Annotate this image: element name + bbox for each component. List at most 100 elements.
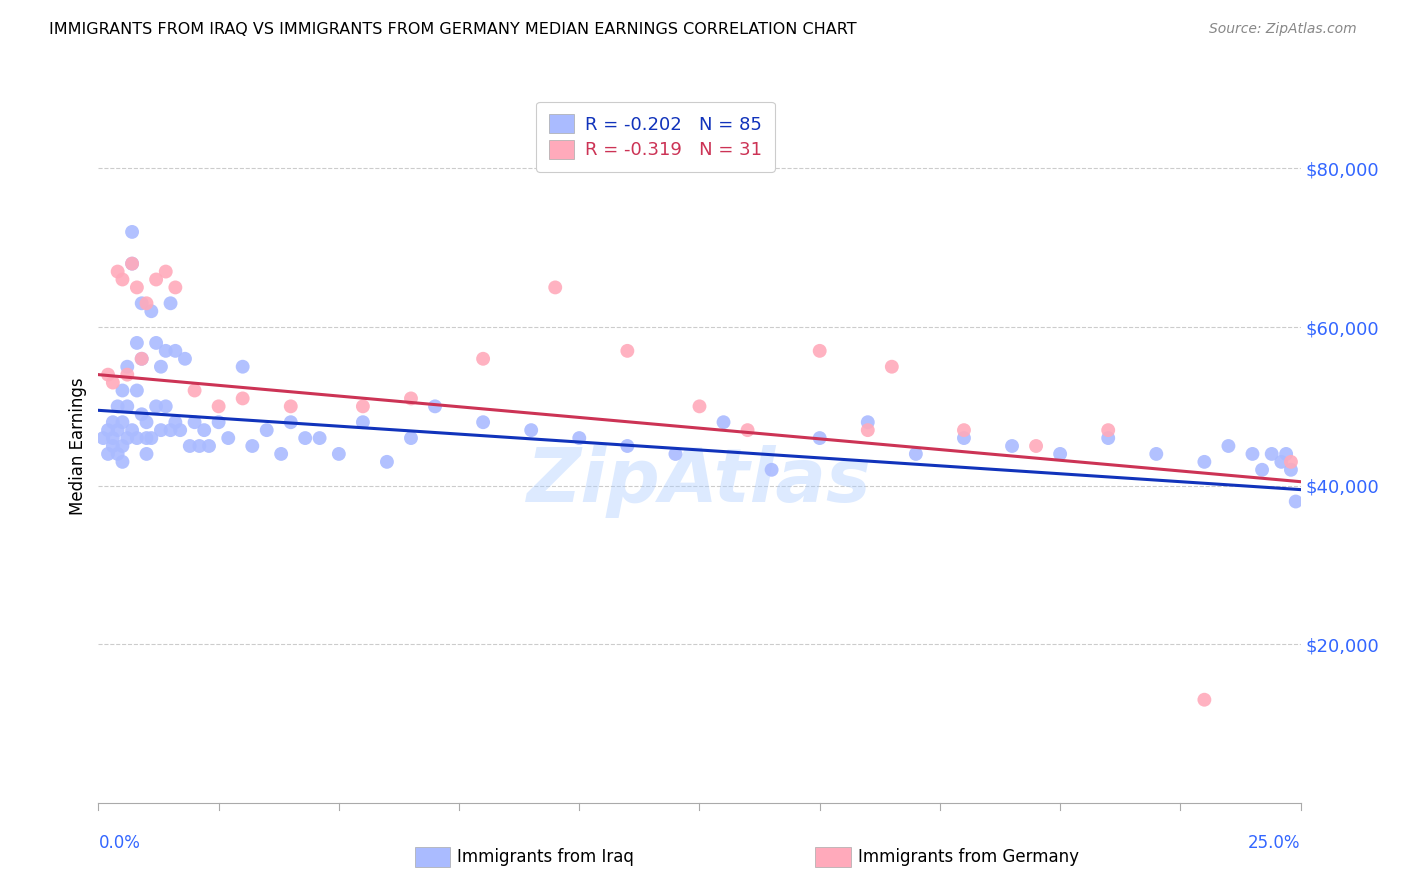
Point <box>904 447 927 461</box>
Point <box>125 280 148 294</box>
Point <box>111 384 134 398</box>
Point <box>328 447 350 461</box>
Point <box>808 343 831 358</box>
Point <box>664 447 686 461</box>
Point <box>125 335 148 350</box>
Point <box>165 343 187 358</box>
Point <box>568 431 591 445</box>
Point <box>423 400 446 414</box>
Point <box>1194 692 1216 706</box>
Point <box>1279 455 1302 469</box>
Point <box>131 407 153 421</box>
Point <box>352 400 374 414</box>
Point <box>101 431 124 445</box>
Point <box>107 400 129 414</box>
Point <box>232 359 254 374</box>
Point <box>856 423 879 437</box>
Point <box>375 455 398 469</box>
Point <box>169 423 191 437</box>
Point <box>101 415 124 429</box>
Point <box>1270 455 1292 469</box>
Text: ZipAtlas: ZipAtlas <box>527 445 872 518</box>
Point <box>111 455 134 469</box>
Point <box>256 423 278 437</box>
Point <box>352 415 374 429</box>
Text: IMMIGRANTS FROM IRAQ VS IMMIGRANTS FROM GERMANY MEDIAN EARNINGS CORRELATION CHAR: IMMIGRANTS FROM IRAQ VS IMMIGRANTS FROM … <box>49 22 856 37</box>
Point <box>125 384 148 398</box>
Point <box>1144 447 1167 461</box>
Point <box>880 359 903 374</box>
Point <box>165 280 187 294</box>
Point <box>107 264 129 278</box>
Point <box>117 431 139 445</box>
Point <box>1275 447 1298 461</box>
Point <box>141 304 163 318</box>
Text: Immigrants from Iraq: Immigrants from Iraq <box>457 848 634 866</box>
Text: Source: ZipAtlas.com: Source: ZipAtlas.com <box>1209 22 1357 37</box>
Point <box>183 384 205 398</box>
Point <box>91 431 114 445</box>
Point <box>149 359 172 374</box>
Point <box>111 439 134 453</box>
Point <box>121 257 143 271</box>
Point <box>135 296 157 310</box>
Point <box>544 280 567 294</box>
Point <box>808 431 831 445</box>
Point <box>1251 463 1274 477</box>
Point <box>111 415 134 429</box>
Point <box>713 415 735 429</box>
Point <box>616 439 638 453</box>
Y-axis label: Median Earnings: Median Earnings <box>69 377 87 515</box>
Point <box>217 431 239 445</box>
Point <box>1285 494 1308 508</box>
Point <box>117 400 139 414</box>
Point <box>145 335 167 350</box>
Point <box>953 423 976 437</box>
Point <box>165 415 187 429</box>
Point <box>198 439 221 453</box>
Point <box>232 392 254 406</box>
Point <box>141 431 163 445</box>
Point <box>1001 439 1024 453</box>
Point <box>761 463 783 477</box>
Point <box>131 296 153 310</box>
Legend: R = -0.202   N = 85, R = -0.319   N = 31: R = -0.202 N = 85, R = -0.319 N = 31 <box>536 102 775 172</box>
Point <box>145 272 167 286</box>
Text: Immigrants from Germany: Immigrants from Germany <box>858 848 1078 866</box>
Point <box>280 415 302 429</box>
Point <box>155 264 177 278</box>
Point <box>111 272 134 286</box>
Point <box>1194 455 1216 469</box>
Point <box>149 423 172 437</box>
Point <box>1097 431 1119 445</box>
Point <box>308 431 330 445</box>
Point <box>1279 463 1302 477</box>
Point <box>856 415 879 429</box>
Point <box>520 423 543 437</box>
Point <box>688 400 710 414</box>
Point <box>159 423 181 437</box>
Point <box>188 439 211 453</box>
Point <box>107 423 129 437</box>
Point <box>145 400 167 414</box>
Point <box>1241 447 1264 461</box>
Point <box>280 400 302 414</box>
Point <box>121 225 143 239</box>
Point <box>1097 423 1119 437</box>
Point <box>183 415 205 429</box>
Point <box>97 368 120 382</box>
Point <box>399 431 422 445</box>
Point <box>179 439 201 453</box>
Point <box>1049 447 1071 461</box>
Point <box>1218 439 1240 453</box>
Point <box>616 343 638 358</box>
Point <box>208 400 231 414</box>
Point <box>131 351 153 366</box>
Point <box>174 351 197 366</box>
Point <box>472 415 495 429</box>
Point <box>208 415 231 429</box>
Point <box>155 400 177 414</box>
Text: 0.0%: 0.0% <box>98 834 141 852</box>
Point <box>1025 439 1047 453</box>
Point <box>101 439 124 453</box>
